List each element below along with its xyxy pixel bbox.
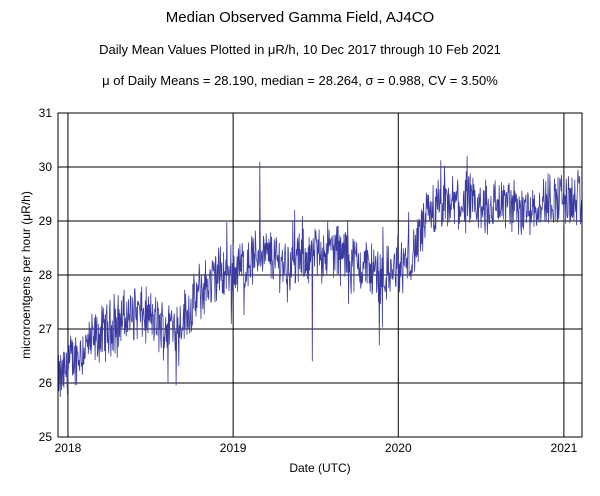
y-tick-label: 30 <box>39 160 53 174</box>
x-tick-label: 2019 <box>220 441 247 455</box>
y-tick-label: 29 <box>39 214 53 228</box>
y-tick-label: 28 <box>39 268 53 282</box>
y-tick-label: 27 <box>39 322 53 336</box>
plot-frame <box>57 112 583 438</box>
x-axis-label: Date (UTC) <box>289 461 350 475</box>
x-tick-labels: 2018 2019 2020 2021 <box>55 441 578 455</box>
x-tick-label: 2018 <box>55 441 82 455</box>
x-tick-label: 2021 <box>551 441 578 455</box>
y-tick-label: 26 <box>39 376 53 390</box>
chart-subtitle: Daily Mean Values Plotted in μR/h, 10 De… <box>99 42 501 57</box>
y-tick-label: 31 <box>39 106 53 120</box>
series-group <box>57 155 583 398</box>
x-tick-label: 2020 <box>385 441 412 455</box>
y-tick-labels: 25 26 27 28 29 30 31 <box>39 106 53 444</box>
series-line <box>57 155 583 398</box>
chart-title: Median Observed Gamma Field, AJ4CO <box>165 9 435 26</box>
y-tick-label: 25 <box>39 430 53 444</box>
chart-stats-line: μ of Daily Means = 28.190, median = 28.2… <box>102 73 498 88</box>
y-axis-label: microroentgens per hour (μR/h) <box>19 191 33 359</box>
